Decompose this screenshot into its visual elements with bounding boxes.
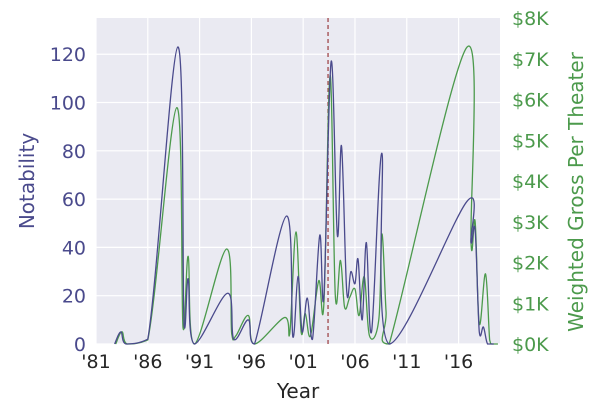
y-axis-right-label: Weighted Gross Per Theater	[564, 51, 588, 332]
y-right-tick-label: $6K	[512, 90, 549, 112]
y-right-tick-label: $2K	[512, 253, 549, 275]
plot-background	[96, 18, 500, 344]
y-axis-right-ticks: $0K $1K $2K $3K $4K $5K $6K $7K $8K	[512, 8, 549, 356]
x-tick-label: '01	[288, 351, 317, 373]
y-right-tick-label: $3K	[512, 212, 549, 234]
y-axis-left-label: Notability	[15, 133, 39, 230]
y-left-tick-label: 120	[50, 44, 86, 66]
x-tick-label: '96	[237, 351, 266, 373]
x-tick-label: '16	[444, 351, 473, 373]
grid-lines	[95, 18, 500, 345]
y-right-tick-label: $8K	[512, 8, 549, 30]
y-right-tick-label: $5K	[512, 130, 549, 152]
y-left-tick-label: 100	[50, 93, 86, 115]
y-left-tick-label: 40	[62, 237, 86, 259]
y-left-tick-label: 20	[62, 286, 86, 308]
x-tick-label: '86	[133, 351, 162, 373]
y-right-tick-label: $7K	[512, 49, 549, 71]
y-right-tick-label: $4K	[512, 171, 549, 193]
y-left-tick-label: 80	[62, 141, 86, 163]
x-tick-label: '06	[340, 351, 369, 373]
y-right-tick-label: $1K	[512, 293, 549, 315]
x-tick-label: '91	[185, 351, 214, 373]
y-axis-left-ticks: 0 20 40 60 80 100 120	[50, 44, 86, 356]
series-line-notability	[114, 46, 494, 345]
x-axis-ticks: '81 '86 '91 '96 '01 '06 '11 '16	[81, 351, 473, 373]
y-left-tick-label: 60	[62, 189, 86, 211]
y-left-tick-label: 0	[74, 334, 86, 356]
x-axis-label: Year	[276, 379, 320, 403]
x-tick-label: '81	[81, 351, 110, 373]
y-right-tick-label: $0K	[512, 334, 549, 356]
x-tick-label: '11	[392, 351, 421, 373]
